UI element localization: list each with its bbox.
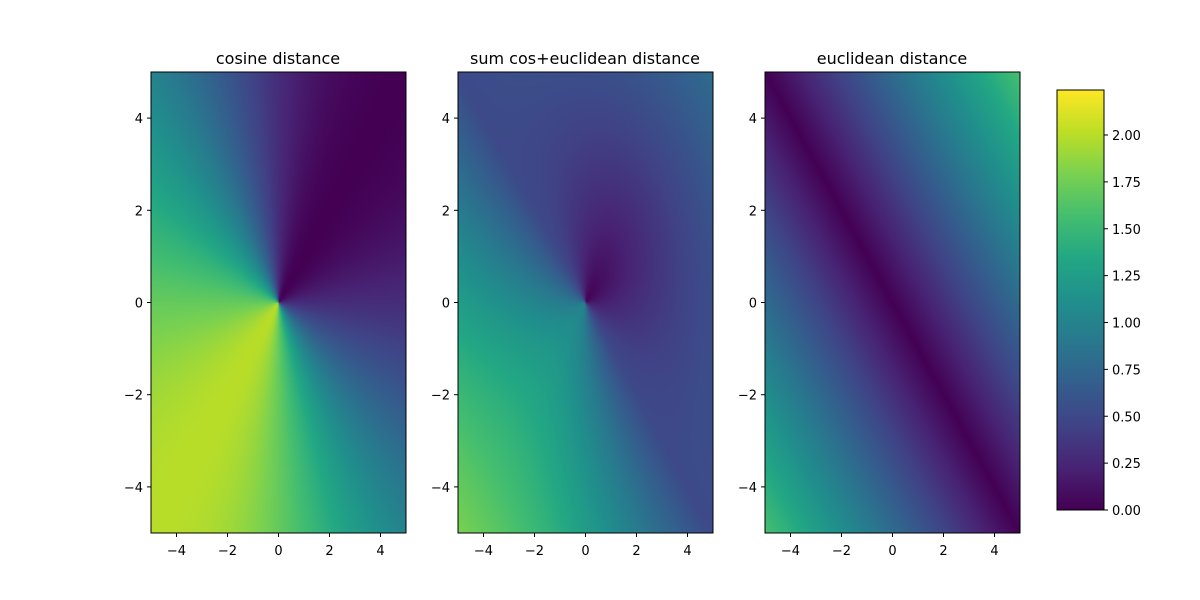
y-tick-label: 2 [749,204,757,219]
colorbar: 0.00 0.25 0.50 0.75 1.00 1.25 1.50 1.75 2.00 [1056,89,1141,519]
plot-frame [764,71,1021,534]
x-axis: −4 −2 0 2 4 [781,533,999,559]
panel-sum-distance: sum cos+euclidean distance −4 −2 0 2 4 −4 −2 0… [431,49,714,559]
y-tick-label: 4 [135,112,143,127]
y-tick-label: 4 [442,112,450,127]
colorbar-tick-label: 0.25 [1112,457,1141,472]
heatmap-image [151,72,406,533]
heatmap-image [458,72,713,533]
x-tick-label: 2 [939,544,947,559]
colorbar-tick-label: 0.50 [1112,410,1141,425]
y-tick-label: −4 [124,481,143,496]
x-tick-label: −4 [474,544,493,559]
colorbar-tick-label: 2.00 [1112,129,1141,144]
x-tick-label: 0 [888,544,896,559]
panel-cosine-distance: cosine distance −4 −2 0 2 4 −4 −2 0 2 4 [124,49,407,559]
colorbar-frame [1056,89,1105,511]
colorbar-axis: 0.00 0.25 0.50 0.75 1.00 1.25 1.50 1.75 2.00 [1104,129,1141,519]
x-tick-label: −4 [781,544,800,559]
y-axis: −4 −2 0 2 4 [738,112,765,496]
colorbar-tick-label: 1.00 [1112,317,1141,332]
y-tick-label: 0 [442,297,450,312]
colorbar-gradient [1057,90,1104,510]
x-tick-label: −2 [525,544,544,559]
colorbar-tick-label: 1.75 [1112,176,1141,191]
plot-frame [457,71,714,534]
x-axis: −4 −2 0 2 4 [167,533,385,559]
panel-title: euclidean distance [817,49,968,68]
y-tick-label: 0 [749,297,757,312]
x-tick-label: 2 [325,544,333,559]
colorbar-tick-label: 0.75 [1112,363,1141,378]
y-tick-label: 2 [442,204,450,219]
plot-frame [150,71,407,534]
x-tick-label: −4 [167,544,186,559]
x-axis: −4 −2 0 2 4 [474,533,692,559]
x-tick-label: 2 [632,544,640,559]
x-tick-label: 4 [376,544,384,559]
y-tick-label: −2 [124,389,143,404]
x-tick-label: 4 [683,544,691,559]
y-tick-label: −2 [431,389,450,404]
y-axis: −4 −2 0 2 4 [124,112,151,496]
x-tick-label: 0 [581,544,589,559]
y-tick-label: 4 [749,112,757,127]
x-tick-label: −2 [218,544,237,559]
colorbar-tick-label: 1.25 [1112,270,1141,285]
y-tick-label: −4 [738,481,757,496]
y-tick-label: 0 [135,297,143,312]
heatmap-image [765,72,1020,533]
y-tick-label: −4 [431,481,450,496]
x-tick-label: 0 [274,544,282,559]
panel-title: cosine distance [216,49,340,68]
y-tick-label: 2 [135,204,143,219]
colorbar-tick-label: 0.00 [1112,504,1141,519]
x-tick-label: −2 [832,544,851,559]
x-tick-label: 4 [990,544,998,559]
y-axis: −4 −2 0 2 4 [431,112,458,496]
panel-title: sum cos+euclidean distance [470,49,700,68]
panel-euclidean-distance: euclidean distance −4 −2 0 2 4 −4 −2 0 2 4 [738,49,1021,559]
y-tick-label: −2 [738,389,757,404]
colorbar-tick-label: 1.50 [1112,223,1141,238]
